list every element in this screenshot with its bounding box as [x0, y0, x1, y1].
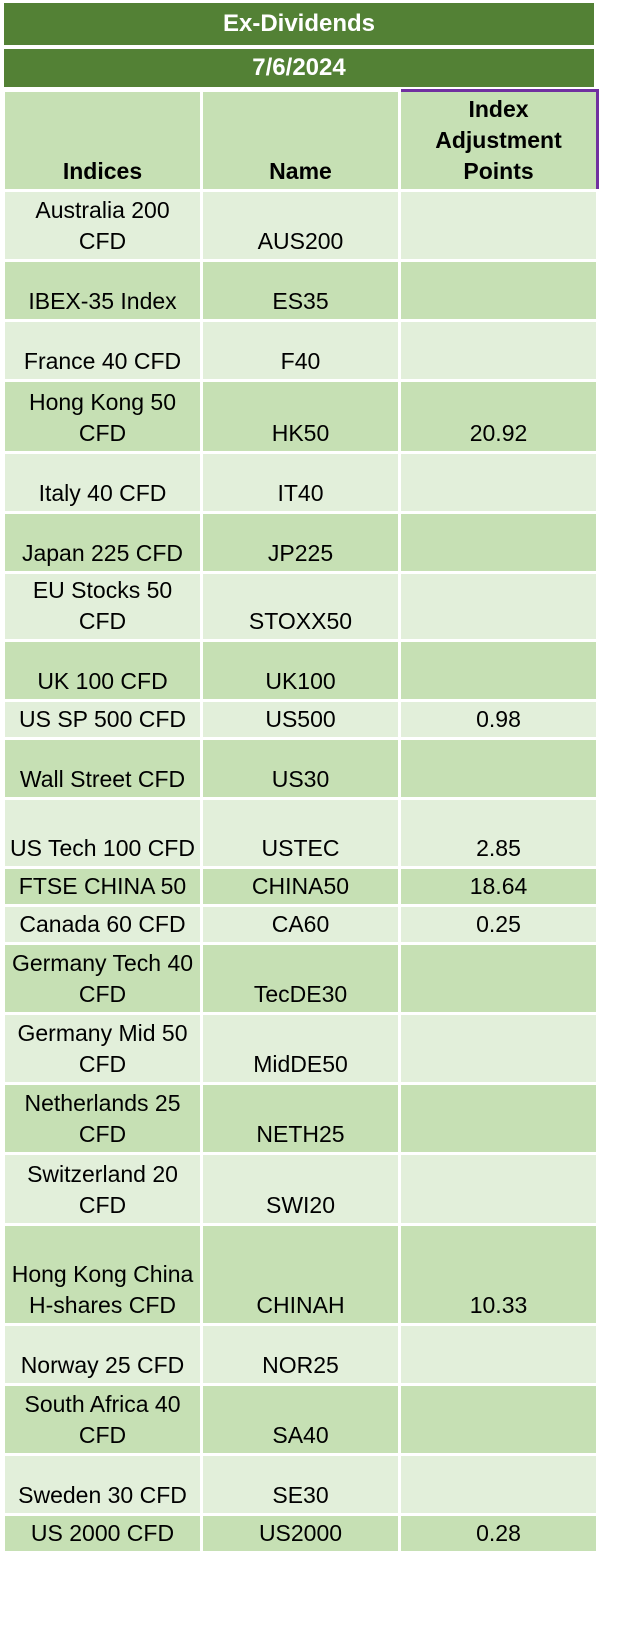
sheet-date: 7/6/2024 — [2, 47, 596, 89]
index-cell: Hong Kong China H-shares CFD — [2, 1223, 203, 1326]
points-cell — [398, 189, 599, 262]
points-cell — [398, 319, 599, 382]
symbol-cell: F40 — [200, 319, 401, 382]
points-cell: 0.28 — [398, 1513, 599, 1554]
index-cell: South Africa 40 CFD — [2, 1383, 203, 1456]
table-row: Wall Street CFD US30 — [2, 737, 599, 800]
index-cell: US 2000 CFD — [2, 1513, 203, 1554]
index-cell: Switzerland 20 CFD — [2, 1152, 203, 1226]
points-cell: 20.92 — [398, 379, 599, 454]
symbol-cell: CHINAH — [200, 1223, 401, 1326]
table-row: Sweden 30 CFD SE30 — [2, 1453, 599, 1516]
index-cell: Italy 40 CFD — [2, 451, 203, 514]
index-cell: Norway 25 CFD — [2, 1323, 203, 1386]
index-cell: IBEX-35 Index — [2, 259, 203, 322]
column-header-indices: Indices — [2, 89, 203, 192]
dividends-table: Indices Name Index Adjustment Points Aus… — [2, 89, 599, 1554]
points-cell — [398, 942, 599, 1015]
table-row: Hong Kong China H-shares CFD CHINAH 10.3… — [2, 1223, 599, 1326]
symbol-cell: US2000 — [200, 1513, 401, 1554]
symbol-cell: TecDE30 — [200, 942, 401, 1015]
index-cell: UK 100 CFD — [2, 639, 203, 702]
table-row: IBEX-35 Index ES35 — [2, 259, 599, 322]
symbol-cell: SWI20 — [200, 1152, 401, 1226]
table-row: Hong Kong 50 CFD HK50 20.92 — [2, 379, 599, 454]
column-header-adjustment: Index Adjustment Points — [398, 89, 599, 192]
points-cell: 0.25 — [398, 904, 599, 945]
table-row: US 2000 CFD US2000 0.28 — [2, 1513, 599, 1554]
symbol-cell: IT40 — [200, 451, 401, 514]
index-cell: Australia 200 CFD — [2, 189, 203, 262]
table-row: FTSE CHINA 50 CHINA50 18.64 — [2, 866, 599, 907]
table-row: Australia 200 CFD AUS200 — [2, 189, 599, 262]
symbol-cell: UK100 — [200, 639, 401, 702]
table-row: EU Stocks 50 CFD STOXX50 — [2, 571, 599, 642]
table-row: Germany Mid 50 CFD MidDE50 — [2, 1012, 599, 1085]
table-row: US SP 500 CFD US500 0.98 — [2, 699, 599, 740]
points-cell: 0.98 — [398, 699, 599, 740]
points-cell: 2.85 — [398, 797, 599, 869]
table-row: Norway 25 CFD NOR25 — [2, 1323, 599, 1386]
index-cell: US Tech 100 CFD — [2, 797, 203, 869]
symbol-cell: ES35 — [200, 259, 401, 322]
index-cell: Canada 60 CFD — [2, 904, 203, 945]
points-cell — [398, 1012, 599, 1085]
table-row: South Africa 40 CFD SA40 — [2, 1383, 599, 1456]
index-cell: US SP 500 CFD — [2, 699, 203, 740]
points-cell — [398, 737, 599, 800]
index-cell: Germany Mid 50 CFD — [2, 1012, 203, 1085]
index-cell: Japan 225 CFD — [2, 511, 203, 574]
points-cell — [398, 1453, 599, 1516]
points-cell — [398, 639, 599, 702]
table-row: Italy 40 CFD IT40 — [2, 451, 599, 514]
symbol-cell: NOR25 — [200, 1323, 401, 1386]
sheet-title: Ex-Dividends — [2, 1, 596, 47]
symbol-cell: US30 — [200, 737, 401, 800]
symbol-cell: SE30 — [200, 1453, 401, 1516]
symbol-cell: NETH25 — [200, 1082, 401, 1155]
table-row: US Tech 100 CFD USTEC 2.85 — [2, 797, 599, 869]
table-row: Japan 225 CFD JP225 — [2, 511, 599, 574]
table-row: Germany Tech 40 CFD TecDE30 — [2, 942, 599, 1015]
index-cell: Germany Tech 40 CFD — [2, 942, 203, 1015]
points-cell — [398, 1323, 599, 1386]
points-cell — [398, 571, 599, 642]
table-row: Netherlands 25 CFD NETH25 — [2, 1082, 599, 1155]
index-cell: Wall Street CFD — [2, 737, 203, 800]
points-cell — [398, 1082, 599, 1155]
points-cell — [398, 259, 599, 322]
points-cell: 18.64 — [398, 866, 599, 907]
column-header-name: Name — [200, 89, 401, 192]
index-cell: EU Stocks 50 CFD — [2, 571, 203, 642]
index-cell: Hong Kong 50 CFD — [2, 379, 203, 454]
symbol-cell: AUS200 — [200, 189, 401, 262]
index-cell: Sweden 30 CFD — [2, 1453, 203, 1516]
points-cell — [398, 1383, 599, 1456]
symbol-cell: STOXX50 — [200, 571, 401, 642]
symbol-cell: SA40 — [200, 1383, 401, 1456]
points-cell — [398, 511, 599, 574]
index-cell: FTSE CHINA 50 — [2, 866, 203, 907]
table-row: Canada 60 CFD CA60 0.25 — [2, 904, 599, 945]
symbol-cell: US500 — [200, 699, 401, 740]
points-cell — [398, 1152, 599, 1226]
symbol-cell: JP225 — [200, 511, 401, 574]
symbol-cell: USTEC — [200, 797, 401, 869]
ex-dividends-sheet: Ex-Dividends 7/6/2024 Indices Name Index… — [2, 1, 599, 1554]
symbol-cell: CA60 — [200, 904, 401, 945]
index-cell: Netherlands 25 CFD — [2, 1082, 203, 1155]
symbol-cell: MidDE50 — [200, 1012, 401, 1085]
header-row: Indices Name Index Adjustment Points — [2, 89, 599, 192]
symbol-cell: HK50 — [200, 379, 401, 454]
symbol-cell: CHINA50 — [200, 866, 401, 907]
points-cell: 10.33 — [398, 1223, 599, 1326]
points-cell — [398, 451, 599, 514]
index-cell: France 40 CFD — [2, 319, 203, 382]
table-row: UK 100 CFD UK100 — [2, 639, 599, 702]
table-row: France 40 CFD F40 — [2, 319, 599, 382]
table-row: Switzerland 20 CFD SWI20 — [2, 1152, 599, 1226]
